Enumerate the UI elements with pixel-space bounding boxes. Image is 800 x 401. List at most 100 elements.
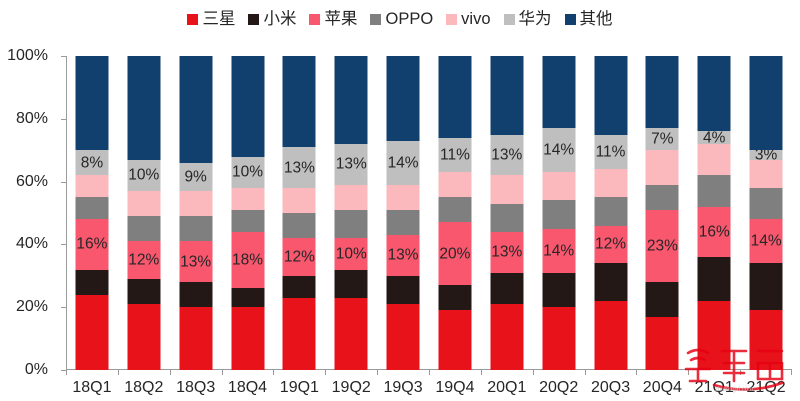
bar-segment-19Q3-其他[interactable] (386, 56, 420, 141)
bar-segment-19Q4-其他[interactable] (438, 56, 472, 138)
bar-segment-21Q1-其他[interactable] (697, 56, 731, 132)
bar-segment-20Q1-其他[interactable] (490, 56, 524, 135)
bar-segment-18Q1-华为[interactable]: 8% (75, 150, 109, 176)
legend-item-apple[interactable]: 苹果 (309, 11, 357, 28)
bar-segment-19Q2-vivo[interactable] (334, 184, 368, 210)
legend-item-others[interactable]: 其他 (564, 11, 613, 28)
bar-segment-19Q2-三星[interactable] (334, 297, 368, 370)
bar-stack-19Q4[interactable]: 20% 11% (438, 56, 472, 370)
bar-segment-19Q2-小米[interactable] (334, 269, 368, 298)
bar-segment-20Q2-三星[interactable] (542, 307, 576, 370)
bar-segment-21Q2-三星[interactable] (749, 310, 783, 370)
bar-segment-19Q2-苹果[interactable]: 10% (334, 238, 368, 270)
bar-segment-19Q1-其他[interactable] (282, 56, 316, 148)
bar-segment-19Q3-OPPO[interactable] (386, 209, 420, 235)
bar-stack-20Q3[interactable]: 12% 11% (594, 56, 628, 370)
bar-segment-18Q4-OPPO[interactable] (231, 209, 264, 232)
bar-segment-18Q3-小米[interactable] (179, 282, 213, 308)
bar-segment-20Q2-苹果[interactable]: 14% (542, 228, 576, 273)
bar-segment-20Q4-其他[interactable] (645, 56, 679, 129)
bar-segment-21Q1-OPPO[interactable] (697, 175, 731, 207)
bar-segment-19Q1-vivo[interactable] (282, 187, 316, 214)
bar-segment-21Q2-OPPO[interactable] (749, 187, 783, 220)
bar-segment-19Q1-OPPO[interactable] (282, 213, 316, 239)
bar-segment-19Q1-华为[interactable]: 13% (282, 147, 316, 188)
bar-segment-21Q2-其他[interactable] (749, 56, 783, 151)
bar-segment-20Q1-vivo[interactable] (490, 175, 524, 204)
bar-segment-19Q3-华为[interactable]: 14% (386, 140, 420, 185)
legend-item-xiaomi[interactable]: 小米 (248, 11, 296, 28)
bar-segment-20Q4-苹果[interactable]: 23% (645, 209, 679, 283)
bar-segment-20Q3-vivo[interactable] (594, 169, 628, 198)
bar-segment-18Q4-三星[interactable] (231, 307, 264, 370)
bar-stack-21Q2[interactable]: 14% 3% (749, 56, 783, 370)
bar-segment-18Q2-小米[interactable] (127, 278, 161, 305)
bar-stack-20Q1[interactable]: 13% 13% (490, 56, 524, 370)
bar-segment-21Q2-vivo[interactable] (749, 159, 783, 188)
bar-segment-20Q4-小米[interactable] (645, 282, 679, 317)
bar-segment-18Q3-苹果[interactable]: 13% (179, 241, 213, 283)
bar-segment-18Q2-苹果[interactable]: 12% (127, 241, 161, 279)
bar-segment-19Q4-OPPO[interactable] (438, 197, 472, 223)
bar-segment-20Q3-苹果[interactable]: 12% (594, 225, 628, 264)
bar-stack-18Q2[interactable]: 12% 10% (127, 56, 161, 370)
bar-segment-19Q3-vivo[interactable] (386, 184, 420, 210)
bar-stack-20Q4[interactable]: 23% 7% (645, 56, 679, 370)
bar-stack-19Q2[interactable]: 10% 13% (334, 56, 368, 370)
bar-segment-19Q4-小米[interactable] (438, 285, 472, 311)
bar-segment-18Q4-vivo[interactable] (231, 187, 264, 210)
bar-segment-18Q3-华为[interactable]: 9% (179, 162, 213, 192)
bar-segment-19Q4-vivo[interactable] (438, 172, 472, 198)
bar-segment-20Q2-华为[interactable]: 14% (542, 128, 576, 173)
bar-segment-20Q4-华为[interactable]: 7% (645, 128, 679, 151)
bar-segment-21Q1-三星[interactable] (697, 300, 731, 370)
bar-segment-21Q1-苹果[interactable]: 16% (697, 206, 731, 257)
legend-item-oppo[interactable]: OPPO (370, 11, 433, 28)
legend-item-huawei[interactable]: 华为 (503, 11, 552, 28)
bar-segment-20Q3-三星[interactable] (594, 300, 628, 370)
bar-stack-21Q1[interactable]: 16% 4% (697, 56, 731, 370)
bar-segment-21Q2-苹果[interactable]: 14% (749, 219, 783, 264)
bar-segment-18Q2-三星[interactable] (127, 304, 161, 370)
bar-segment-20Q1-OPPO[interactable] (490, 203, 524, 232)
bar-segment-20Q3-华为[interactable]: 11% (594, 134, 628, 170)
bar-segment-18Q3-vivo[interactable] (179, 191, 213, 217)
bar-segment-18Q2-vivo[interactable] (127, 191, 161, 217)
bar-segment-19Q1-苹果[interactable]: 12% (282, 238, 316, 276)
bar-segment-18Q4-小米[interactable] (231, 288, 264, 308)
bar-segment-21Q2-华为[interactable]: 3% (749, 147, 783, 162)
bar-segment-18Q4-其他[interactable] (231, 56, 264, 157)
bar-segment-18Q3-其他[interactable] (179, 56, 213, 163)
bar-segment-20Q2-其他[interactable] (542, 56, 576, 129)
bar-segment-18Q1-苹果[interactable]: 16% (75, 219, 109, 270)
bar-segment-18Q1-vivo[interactable] (75, 175, 109, 198)
bar-segment-19Q1-小米[interactable] (282, 275, 316, 298)
bar-segment-18Q3-三星[interactable] (179, 307, 213, 370)
bar-stack-18Q1[interactable]: 16% 8% (75, 56, 109, 370)
bar-segment-18Q4-苹果[interactable]: 18% (231, 231, 264, 289)
bar-segment-20Q4-OPPO[interactable] (645, 184, 679, 210)
bar-segment-20Q2-vivo[interactable] (542, 172, 576, 201)
bar-segment-18Q3-OPPO[interactable] (179, 216, 213, 242)
bar-stack-19Q3[interactable]: 13% 14% (386, 56, 420, 370)
bar-segment-18Q1-其他[interactable] (75, 56, 109, 151)
bar-segment-21Q2-小米[interactable] (749, 263, 783, 311)
bar-segment-18Q2-华为[interactable]: 10% (127, 159, 161, 192)
bar-segment-18Q1-小米[interactable] (75, 269, 109, 295)
bar-segment-18Q4-华为[interactable]: 10% (231, 156, 264, 188)
bar-segment-20Q4-vivo[interactable] (645, 150, 679, 185)
bar-segment-19Q3-苹果[interactable]: 13% (386, 235, 420, 276)
bar-segment-20Q3-小米[interactable] (594, 263, 628, 301)
bar-stack-18Q3[interactable]: 13% 9% (179, 56, 213, 370)
bar-segment-19Q4-三星[interactable] (438, 310, 472, 370)
bar-segment-19Q3-三星[interactable] (386, 304, 420, 370)
bar-segment-20Q1-小米[interactable] (490, 272, 524, 305)
bar-segment-20Q1-华为[interactable]: 13% (490, 134, 524, 176)
bar-segment-19Q4-苹果[interactable]: 20% (438, 222, 472, 286)
bar-segment-19Q2-华为[interactable]: 13% (334, 143, 368, 185)
bar-segment-18Q2-OPPO[interactable] (127, 216, 161, 242)
bar-segment-18Q1-OPPO[interactable] (75, 197, 109, 220)
bar-stack-18Q4[interactable]: 18% 10% (231, 56, 264, 370)
bar-segment-18Q2-其他[interactable] (127, 56, 161, 160)
bar-segment-20Q2-小米[interactable] (542, 272, 576, 308)
